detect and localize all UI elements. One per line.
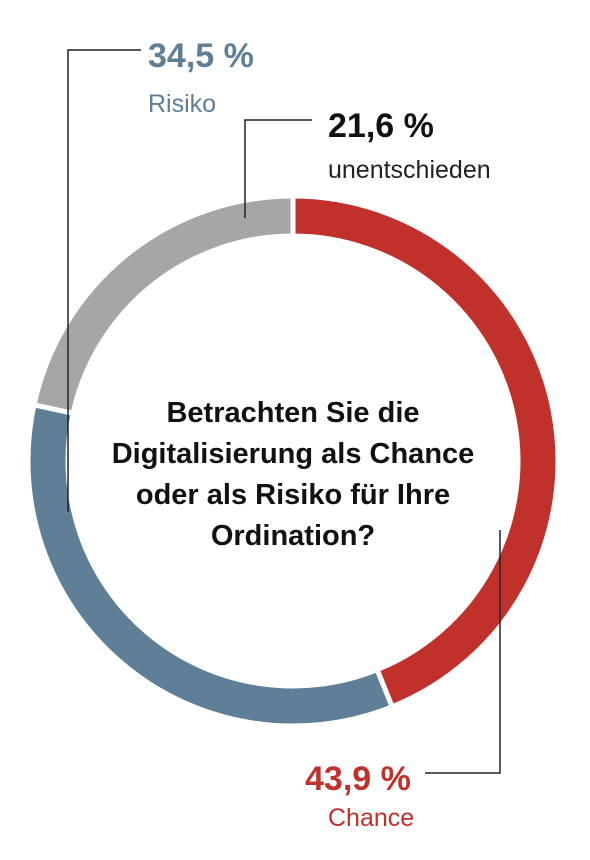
question-line-1: Betrachten Sie die	[166, 397, 419, 429]
question-line-4: Ordination?	[211, 520, 375, 552]
donut-slice-unentschieden	[31, 193, 296, 417]
slice-value-chance: 43,9 %	[305, 760, 411, 798]
leader-line-unentschieden	[244, 119, 312, 218]
donut-slices	[25, 193, 561, 729]
leader-line-chance	[425, 530, 501, 774]
slice-label-risiko: Risiko	[148, 90, 216, 118]
question-line-3: oder als Risiko für Ihre	[136, 479, 450, 511]
question-line-2: Digitalisierung als Chance	[112, 438, 475, 470]
slice-value-unentschieden: 21,6 %	[328, 107, 434, 145]
slice-value-risiko: 34,5 %	[148, 37, 254, 75]
slice-label-unentschieden: unentschieden	[328, 156, 491, 184]
slice-label-chance: Chance	[328, 804, 414, 832]
leader-line-risiko	[67, 49, 141, 512]
